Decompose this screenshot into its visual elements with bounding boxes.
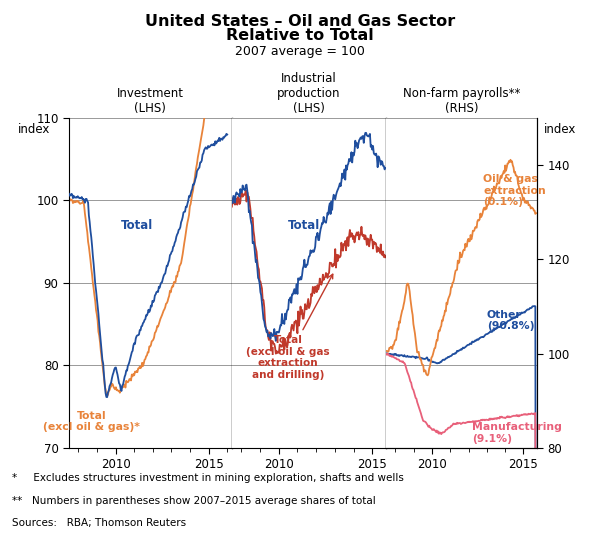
Text: index: index [18, 123, 50, 136]
Text: Non-farm payrolls**
(RHS): Non-farm payrolls** (RHS) [403, 87, 520, 115]
Text: Relative to Total: Relative to Total [226, 28, 374, 43]
Text: Industrial
production
(LHS): Industrial production (LHS) [277, 72, 341, 115]
Text: Other
(90.8%): Other (90.8%) [487, 310, 534, 332]
Text: Investment
(LHS): Investment (LHS) [117, 87, 184, 115]
Text: Manufacturing
(9.1%): Manufacturing (9.1%) [472, 422, 562, 444]
Text: Oil & gas
extraction
(0.1%): Oil & gas extraction (0.1%) [483, 174, 546, 207]
Text: 2007 average = 100: 2007 average = 100 [235, 45, 365, 58]
Text: **   Numbers in parentheses show 2007–2015 average shares of total: ** Numbers in parentheses show 2007–2015… [12, 496, 376, 506]
Text: United States – Oil and Gas Sector: United States – Oil and Gas Sector [145, 14, 455, 29]
Text: Total
(excl oil & gas
extraction
and drilling): Total (excl oil & gas extraction and dri… [246, 274, 333, 380]
Text: Total
(excl oil & gas)*: Total (excl oil & gas)* [43, 411, 140, 432]
Text: index: index [544, 123, 577, 136]
Text: *     Excludes structures investment in mining exploration, shafts and wells: * Excludes structures investment in mini… [12, 473, 404, 483]
Text: Total: Total [288, 219, 320, 232]
Text: Total: Total [121, 219, 154, 232]
Text: Sources:   RBA; Thomson Reuters: Sources: RBA; Thomson Reuters [12, 518, 186, 528]
